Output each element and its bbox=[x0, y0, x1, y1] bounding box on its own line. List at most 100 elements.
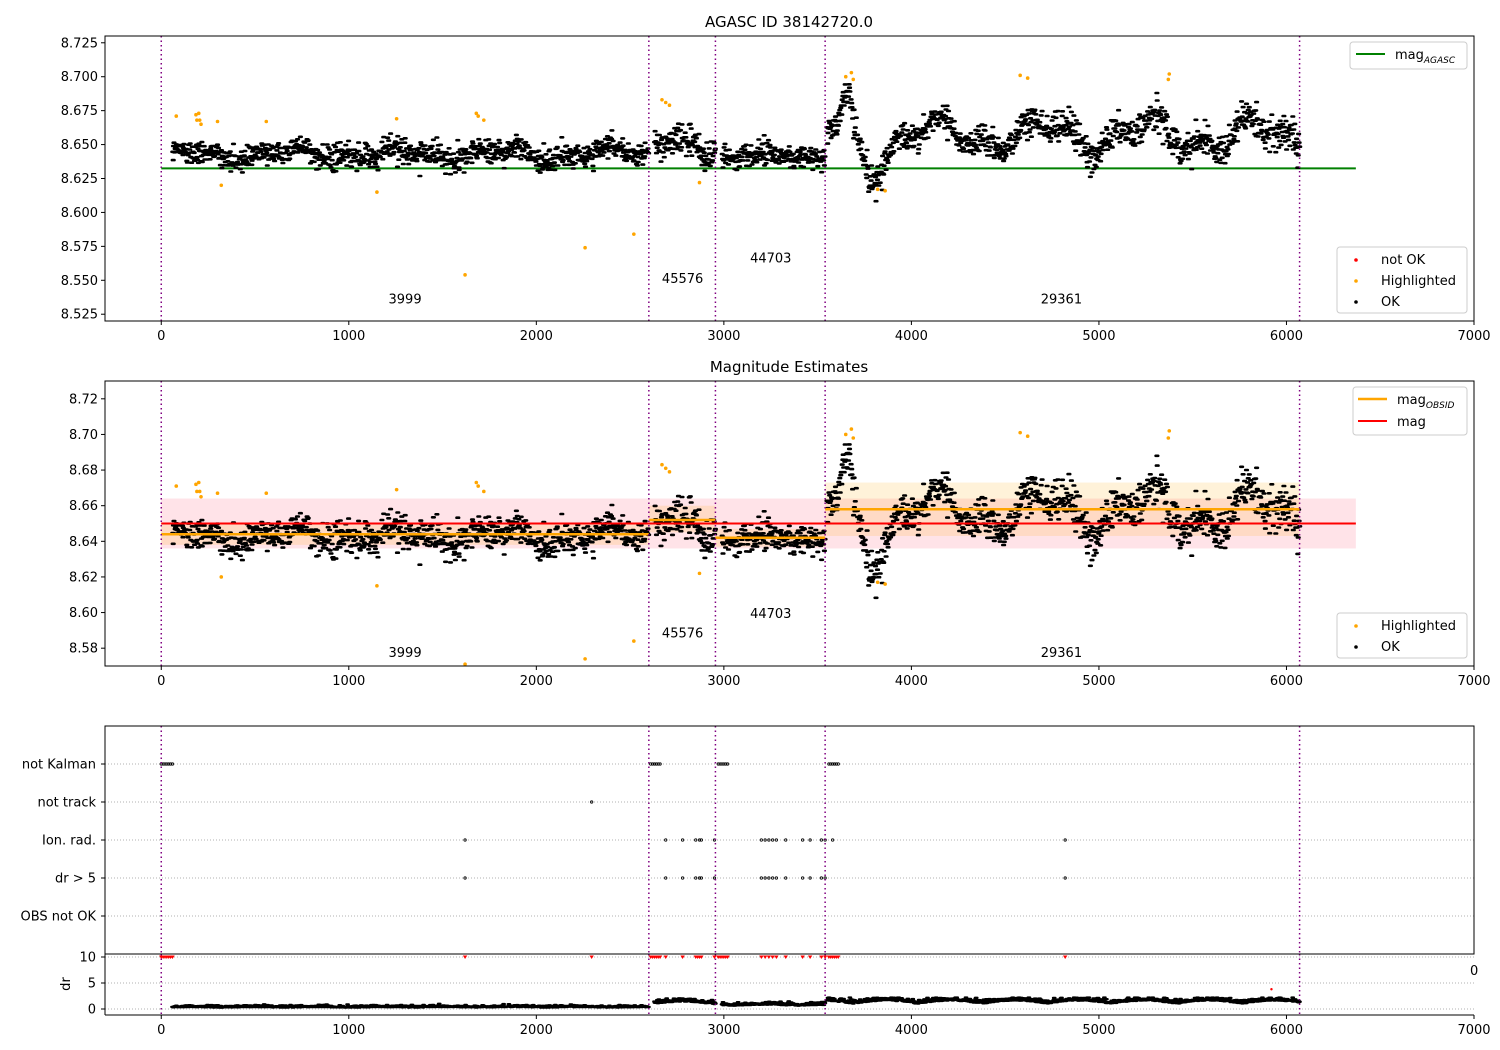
flag-point bbox=[161, 762, 165, 766]
flag-point bbox=[699, 838, 703, 842]
legend-label-mag-agasc: magAGASC bbox=[1395, 48, 1456, 66]
x-tick-label: 0 bbox=[157, 1023, 165, 1038]
dr-x-axis: 0 1000 2000 3000 4000 5000 6000 7000 bbox=[157, 1015, 1491, 1038]
ok-points bbox=[170, 83, 1303, 203]
legend-label-ok-2: OK bbox=[1381, 640, 1400, 655]
dr-clipped-marker bbox=[762, 955, 768, 959]
flag-point bbox=[763, 876, 767, 880]
highlighted-point bbox=[264, 491, 269, 496]
dr-clipped-marker bbox=[800, 955, 805, 959]
agasc-legend-upper-frame bbox=[1349, 41, 1468, 70]
highlighted-point bbox=[697, 180, 702, 185]
highlighted-point bbox=[219, 575, 224, 579]
flag-point bbox=[712, 876, 717, 880]
flag-point bbox=[827, 762, 831, 766]
flag-point bbox=[699, 876, 703, 880]
obsid-label: 3999 bbox=[389, 292, 422, 307]
highlighted-point bbox=[849, 70, 854, 75]
flag-category-label: OBS not OK bbox=[21, 910, 97, 925]
highlighted-point bbox=[194, 112, 198, 117]
flag-point bbox=[819, 838, 823, 842]
flag-point bbox=[654, 762, 658, 766]
highlighted-point bbox=[476, 114, 480, 118]
y-tick-label: 8.72 bbox=[69, 392, 98, 407]
legend-label-mag: mag bbox=[1397, 415, 1426, 430]
flag-category-label: dr > 5 bbox=[55, 872, 96, 887]
flags-panel: not Kalman not track Ion. rad. dr > 5 OBS no… bbox=[21, 725, 1475, 955]
flag-point bbox=[831, 838, 835, 842]
x-tick-label: 1000 bbox=[332, 1023, 365, 1038]
estimates-legend-lower: Highlighted OK bbox=[1336, 612, 1468, 659]
flag-point bbox=[649, 762, 653, 766]
highlighted-point bbox=[482, 118, 486, 122]
highlighted-point bbox=[583, 245, 587, 250]
agasc-panel-title: AGASC ID 38142720.0 bbox=[705, 13, 873, 31]
flag-point bbox=[759, 876, 763, 880]
x-tick-label: 6000 bbox=[1270, 329, 1303, 344]
estimates-panel: Magnitude Estimates 3999455764470329361 … bbox=[69, 358, 1491, 689]
obsid-label: 3999 bbox=[389, 646, 422, 661]
estimates-obsid-labels: 3999 45576 44703 29361 bbox=[389, 607, 1083, 661]
highlighted-point bbox=[875, 580, 880, 585]
x-tick-label: 7000 bbox=[1457, 674, 1490, 689]
flag-point bbox=[1063, 838, 1067, 842]
agasc-y-axis: 8.525 8.550 8.575 8.600 8.625 8.650 8.675 8.700… bbox=[61, 36, 105, 323]
dr-points bbox=[159, 955, 1302, 1009]
legend-label-not-ok: not OK bbox=[1381, 253, 1426, 268]
legend-label-mag-obsid: magOBSID bbox=[1397, 393, 1455, 411]
obsid-label: 44703 bbox=[750, 252, 791, 267]
flag-point bbox=[767, 876, 771, 880]
highlighted-point bbox=[197, 489, 202, 494]
highlighted-point bbox=[663, 466, 668, 471]
y-tick-label: 8.675 bbox=[61, 104, 98, 119]
x-tick-label: 4000 bbox=[895, 1023, 928, 1038]
agasc-legend-lower-frame bbox=[1336, 246, 1468, 314]
x-tick-label: 2000 bbox=[520, 1023, 553, 1038]
flags-obs-boundaries bbox=[160, 726, 1301, 954]
x-tick-label: 0 bbox=[157, 329, 165, 344]
flag-point bbox=[697, 838, 702, 842]
obsid-label: 44703 bbox=[750, 607, 791, 622]
dr-clipped-marker bbox=[699, 955, 704, 959]
highlighted-point bbox=[463, 273, 467, 277]
legend-marker-ok bbox=[1354, 300, 1358, 304]
dr-clipped-marker bbox=[1062, 955, 1068, 959]
highlighted-point bbox=[883, 188, 887, 193]
obsid-label: 29361 bbox=[1041, 292, 1082, 307]
flag-point bbox=[724, 762, 728, 766]
highlighted-point bbox=[1166, 436, 1171, 440]
estimates-y-axis: 8.58 8.60 8.62 8.64 8.66 8.68 8.70 8.72 bbox=[69, 392, 105, 657]
dr-clipped-marker bbox=[822, 955, 828, 959]
flags-points bbox=[159, 762, 1067, 880]
flag-point bbox=[697, 876, 702, 880]
highlighted-point bbox=[394, 487, 399, 492]
y-tick-label: 8.66 bbox=[69, 499, 98, 514]
dr-clipped-marker bbox=[819, 955, 824, 959]
flags-gridlines bbox=[105, 763, 1474, 917]
highlighted-point bbox=[849, 427, 854, 431]
estimates-line-layer bbox=[161, 508, 1356, 539]
flag-point bbox=[463, 838, 467, 842]
flag-point bbox=[767, 838, 771, 842]
flag-point bbox=[694, 838, 698, 842]
flag-point bbox=[167, 762, 171, 766]
dr-y-axis: 0 5 10 bbox=[79, 951, 105, 1018]
estimates-legend-lower-frame bbox=[1336, 612, 1468, 659]
flag-point bbox=[774, 876, 778, 880]
legend-marker-highlighted-2 bbox=[1354, 624, 1358, 628]
dr-panel: 0 1000 2000 3000 4000 5000 6000 7000 0 5 10 dr 0 bbox=[59, 951, 1491, 1039]
y-tick-label: 8.650 bbox=[61, 138, 98, 153]
legend-marker-ok-2 bbox=[1354, 645, 1358, 649]
y-tick-label: 0 bbox=[88, 1003, 96, 1018]
highlighted-point bbox=[1018, 73, 1022, 78]
highlighted-point bbox=[883, 582, 887, 586]
flag-point bbox=[763, 838, 767, 842]
y-tick-label: 8.700 bbox=[61, 70, 98, 85]
y-tick-label: 8.62 bbox=[69, 570, 98, 585]
flag-point bbox=[658, 762, 662, 766]
legend-marker-not-ok bbox=[1354, 258, 1358, 262]
y-tick-label: 8.725 bbox=[61, 36, 98, 51]
x-tick-label: 3000 bbox=[707, 674, 740, 689]
flag-point bbox=[664, 838, 668, 842]
highlighted-point bbox=[196, 480, 201, 485]
